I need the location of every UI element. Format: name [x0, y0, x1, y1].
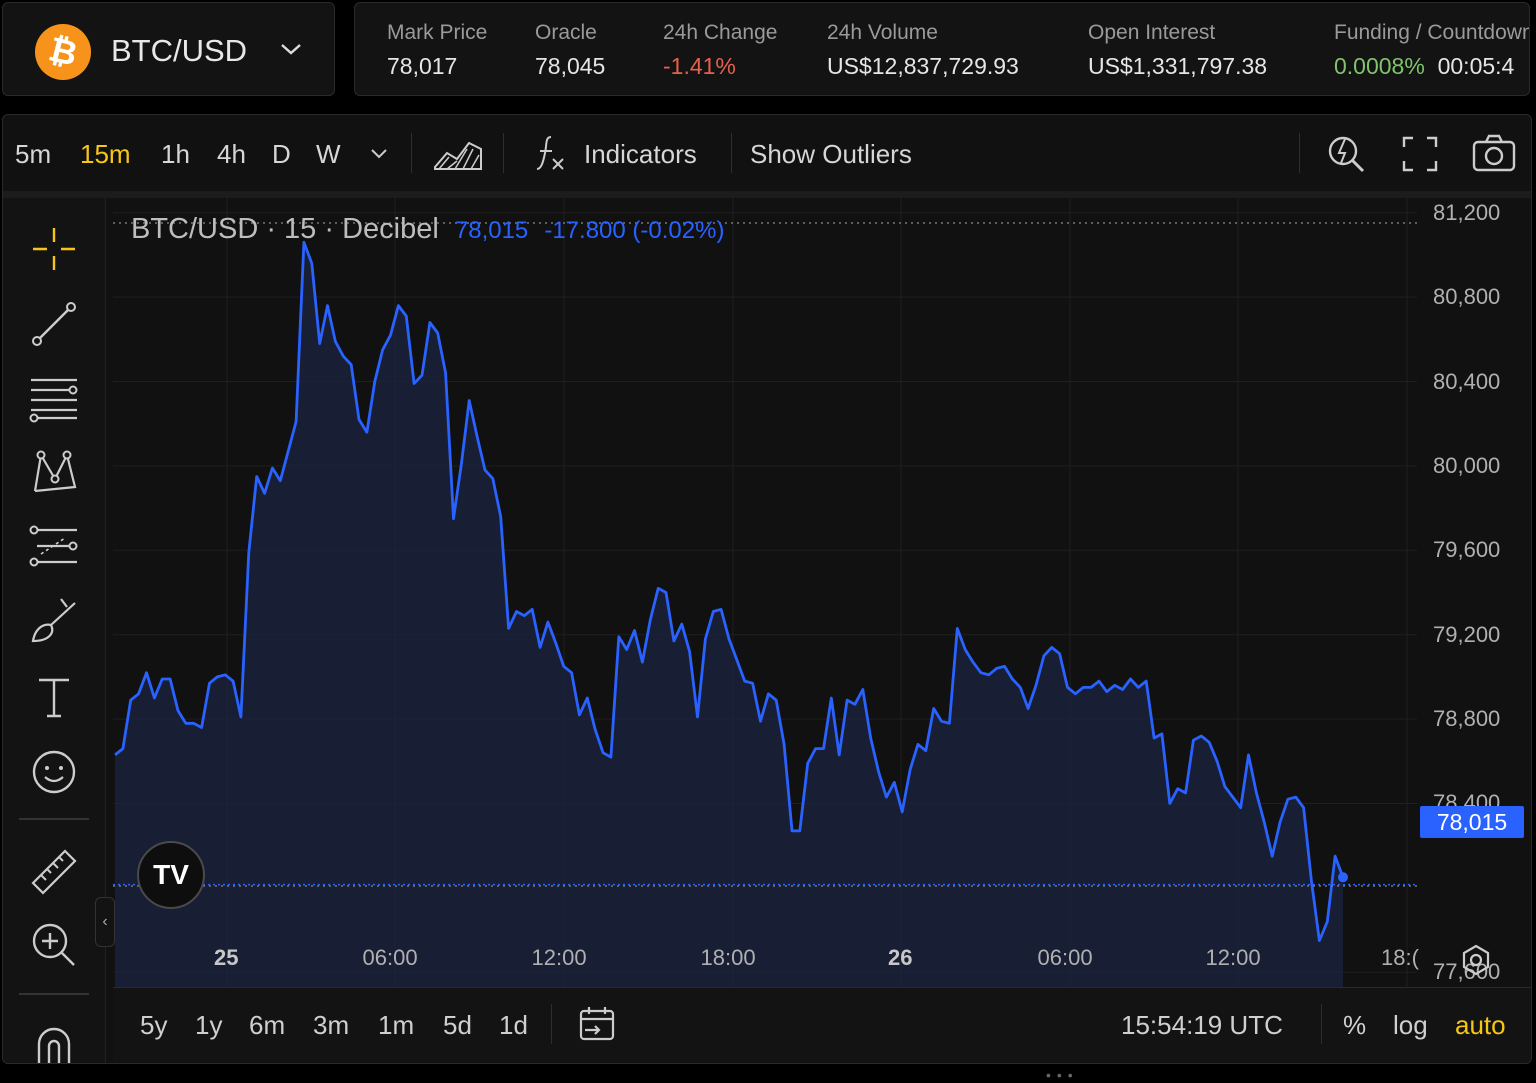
price-axis-label: 80,800	[1433, 284, 1501, 310]
price-chart[interactable]	[3, 115, 1532, 1064]
resize-handle[interactable]: •••	[1046, 1067, 1079, 1083]
tradingview-logo[interactable]: TV	[137, 841, 205, 909]
chart-legend: BTC/USD · 15 · Decibel 78,015 -17.800 (-…	[131, 213, 724, 246]
range-1d[interactable]: 1d	[499, 1010, 528, 1040]
show-outliers-button[interactable]: Show Outliers	[750, 139, 912, 169]
time-axis-label: 26	[888, 945, 913, 970]
range-1y[interactable]: 1y	[195, 1010, 223, 1040]
chart-type-area-icon[interactable]	[433, 135, 483, 171]
time-axis-label: 12:00	[531, 945, 587, 970]
bitcoin-icon: ₿	[35, 24, 91, 80]
current-price-tag: 78,015	[1420, 806, 1524, 838]
log-scale-toggle[interactable]: log	[1393, 1010, 1428, 1040]
stat-label: Open Interest	[1088, 21, 1216, 44]
zoom-in-icon[interactable]	[25, 916, 83, 974]
last-price-dot	[1338, 872, 1348, 883]
stat-value: US$12,837,729.93	[827, 53, 1019, 79]
stat-open-interest: Open Interest US$1,331,797.38	[1088, 21, 1267, 80]
legend-title: BTC/USD · 15 · Decibel	[131, 213, 439, 245]
function-fx-icon[interactable]	[535, 133, 567, 173]
price-axis-label: 80,000	[1433, 452, 1501, 478]
stat-label: Oracle	[535, 21, 597, 44]
price-area-fill	[115, 242, 1343, 988]
stat-label: 24h Volume	[827, 21, 938, 44]
collapse-toolbar-button[interactable]: ‹	[95, 897, 115, 947]
brush-icon[interactable]	[25, 593, 83, 651]
range-1m[interactable]: 1m	[378, 1010, 415, 1040]
stat-24h-change: 24h Change -1.41%	[663, 21, 777, 80]
price-axis-label: 79,600	[1433, 537, 1501, 563]
quick-search-icon[interactable]	[1325, 133, 1367, 175]
time-axis-label: 06:00	[1037, 945, 1093, 970]
drawing-toolbar	[3, 198, 106, 1064]
time-axis-label: 06:00	[362, 945, 418, 970]
market-stats-bar: Mark Price 78,017 Oracle 78,045 24h Chan…	[354, 2, 1530, 96]
stat-value: -1.41%	[663, 53, 736, 79]
time-axis-label: 12:00	[1205, 945, 1261, 970]
stat-24h-volume: 24h Volume US$12,837,729.93	[827, 21, 1019, 80]
percent-scale-toggle[interactable]: %	[1343, 1010, 1367, 1040]
pair-name: BTC/USD	[111, 33, 248, 68]
fullscreen-icon[interactable]	[1401, 135, 1439, 173]
stat-value: 78,017	[387, 53, 458, 79]
stat-funding: Funding / Countdown 0.0008% 00:05:4	[1334, 21, 1530, 80]
stat-value: US$1,331,797.38	[1088, 53, 1268, 79]
magnet-icon[interactable]	[25, 1016, 83, 1064]
time-axis-label: 18:(	[1381, 945, 1419, 970]
text-tool-icon[interactable]	[25, 668, 83, 726]
funding-rate: 0.0008%	[1334, 53, 1425, 79]
range-bar: 5y 1y 6m 3m 1m 5d 1d 15:54:19 UTC % log …	[113, 987, 1531, 1063]
trend-line-icon[interactable]	[25, 295, 83, 353]
range-6m[interactable]: 6m	[249, 1010, 286, 1040]
stat-label: Mark Price	[387, 21, 488, 44]
utc-clock[interactable]: 15:54:19 UTC	[1121, 1010, 1283, 1040]
chart-panel: 5m 15m 1h 4h D W Indicators Show Outlier…	[2, 114, 1532, 1064]
timeframe-w[interactable]: W	[316, 139, 341, 169]
range-5y[interactable]: 5y	[140, 1010, 168, 1040]
camera-icon[interactable]	[1471, 133, 1517, 173]
stat-label: 24h Change	[663, 21, 778, 44]
legend-price: 78,015	[454, 217, 529, 244]
price-axis-label: 79,200	[1433, 621, 1501, 647]
fib-retracement-icon[interactable]	[25, 368, 83, 426]
timeframe-4h[interactable]: 4h	[217, 139, 246, 169]
chart-settings-gear-icon[interactable]	[1459, 943, 1493, 977]
price-line	[114, 240, 1345, 942]
pair-selector[interactable]: ₿ BTC/USD	[2, 2, 335, 96]
indicators-button[interactable]: Indicators	[584, 139, 697, 169]
stat-label: Funding / Countdown	[1334, 21, 1530, 44]
funding-countdown: 00:05:4	[1437, 53, 1515, 79]
emoji-smile-icon[interactable]	[25, 743, 83, 801]
date-range-calendar-icon[interactable]	[577, 1004, 617, 1044]
chevron-down-icon	[281, 44, 301, 55]
timeframe-d[interactable]: D	[272, 139, 291, 169]
stat-mark-price: Mark Price 78,017	[387, 21, 487, 80]
range-5d[interactable]: 5d	[443, 1010, 472, 1040]
pattern-xabcd-icon[interactable]	[25, 443, 83, 501]
price-axis-label: 78,800	[1433, 706, 1501, 732]
ruler-measure-icon[interactable]	[25, 843, 83, 901]
timeframe-15m[interactable]: 15m	[80, 139, 131, 169]
auto-scale-toggle[interactable]: auto	[1455, 1010, 1506, 1040]
time-axis-label: 18:00	[700, 945, 756, 970]
price-axis-label: 81,200	[1433, 199, 1501, 225]
crosshair-icon[interactable]	[25, 220, 83, 278]
legend-change: -17.800 (-0.02%)	[544, 217, 725, 244]
timeframe-1h[interactable]: 1h	[161, 139, 190, 169]
forecast-prediction-icon[interactable]	[25, 518, 83, 576]
timeframe-5m[interactable]: 5m	[15, 139, 52, 169]
price-axis-label: 80,400	[1433, 368, 1501, 394]
timeframe-chevron-down-icon[interactable]	[369, 147, 389, 161]
range-3m[interactable]: 3m	[313, 1010, 350, 1040]
stat-oracle: Oracle 78,045	[535, 21, 605, 80]
stat-value: 78,045	[535, 53, 606, 79]
time-axis-label: 25	[214, 945, 239, 970]
